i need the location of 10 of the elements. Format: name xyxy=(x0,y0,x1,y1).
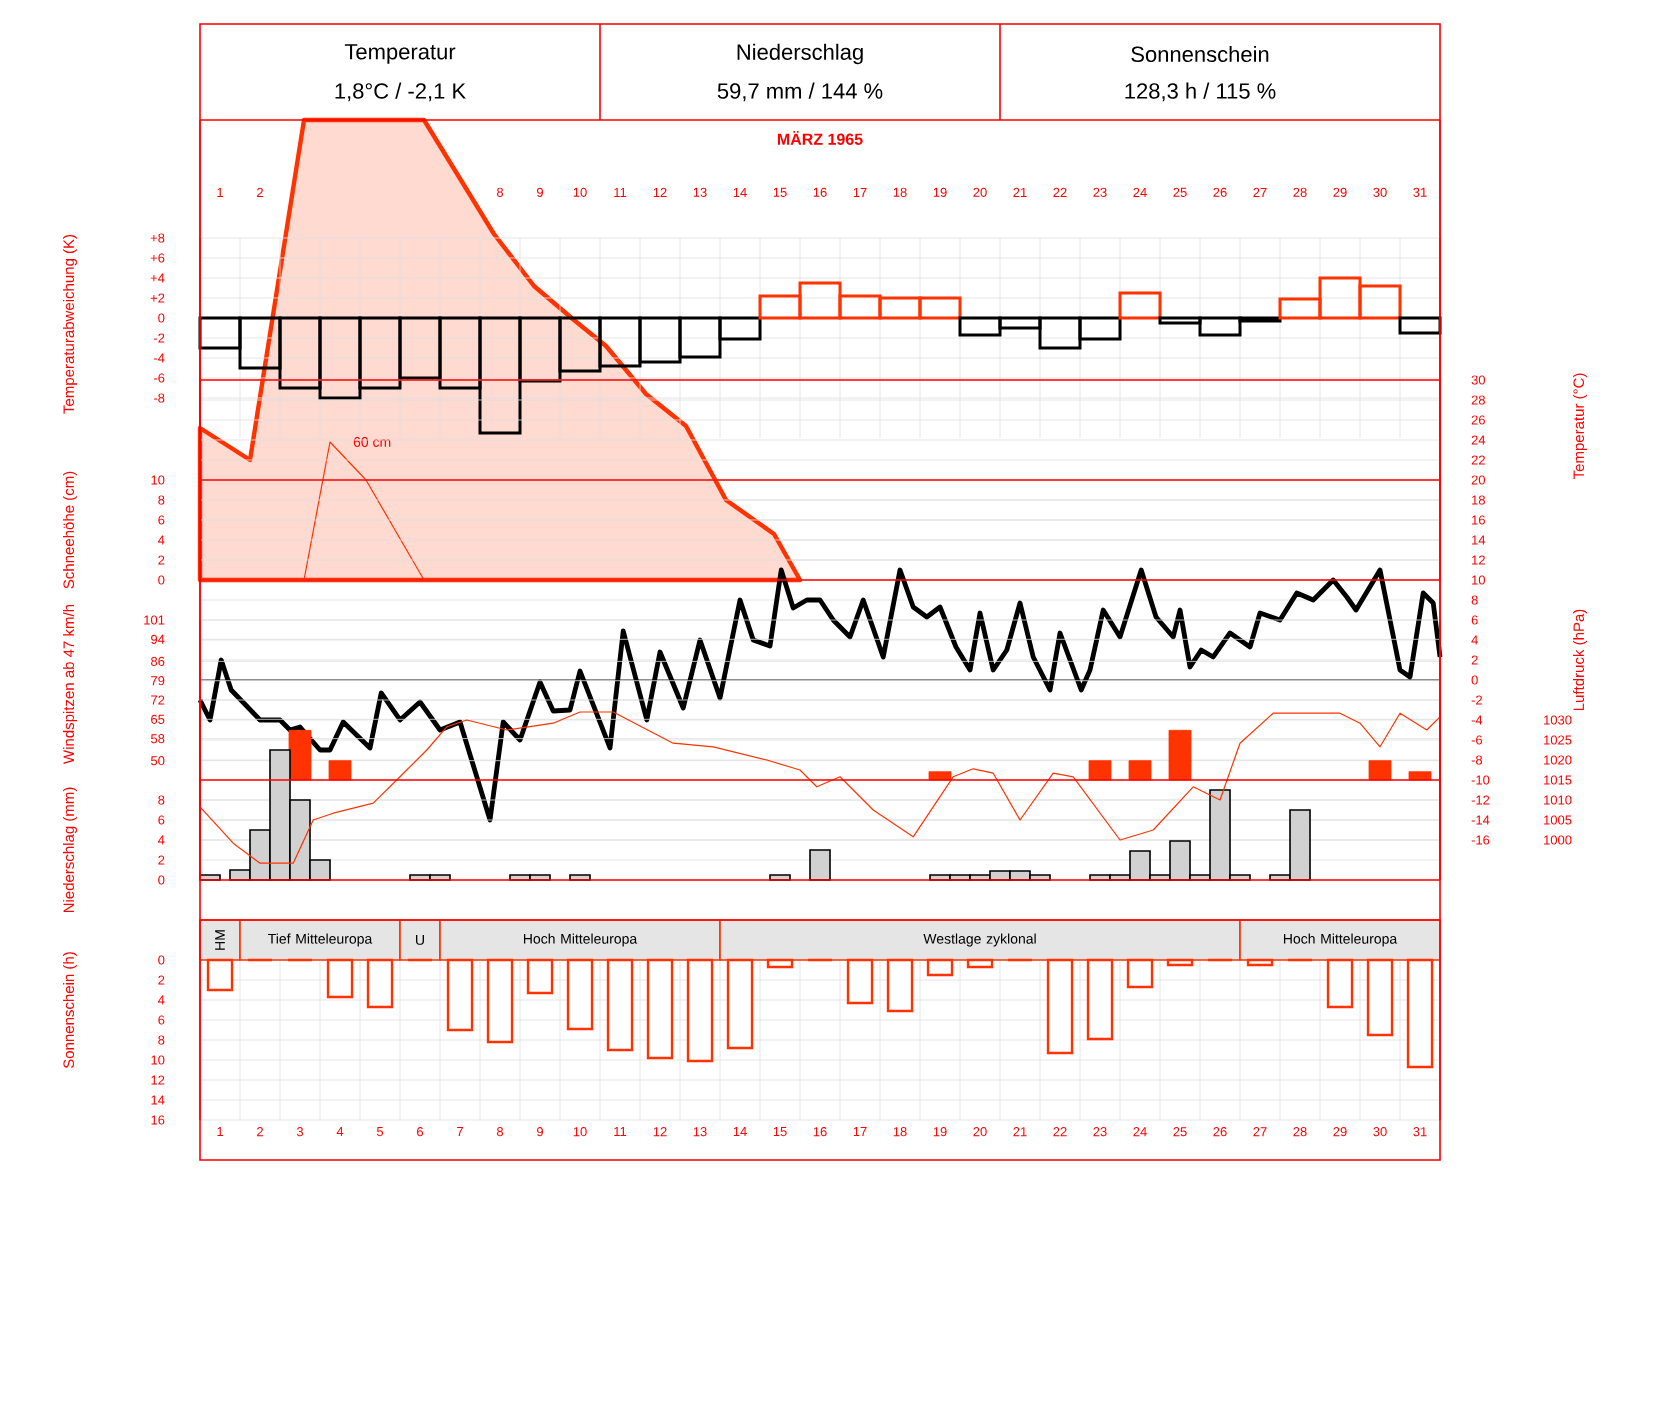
text: Temperatur xyxy=(344,44,456,64)
text: Niederschlag xyxy=(737,43,863,65)
bar xyxy=(1398,316,1442,335)
text: 59,7 mm / 144 % xyxy=(717,82,883,102)
text: Sonnenschein xyxy=(1131,45,1269,63)
text: 128,3 h / 115 % xyxy=(1125,82,1276,102)
bar xyxy=(809,849,831,881)
bar xyxy=(1118,291,1162,320)
chart-title: MÄRZ 1965 xyxy=(777,131,863,145)
text: 1,8°C / -2,1 K xyxy=(335,82,466,102)
